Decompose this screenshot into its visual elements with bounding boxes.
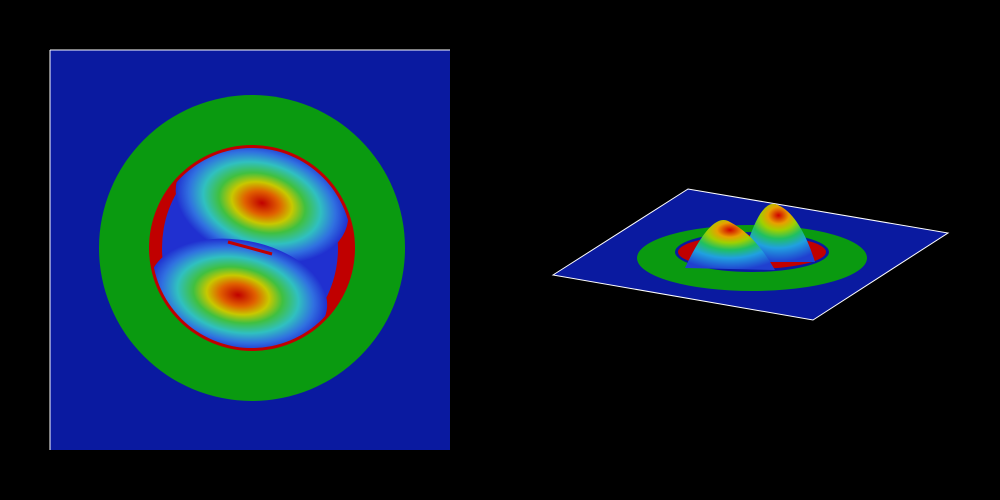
hump-front <box>685 219 775 270</box>
hump-back <box>742 203 815 262</box>
lobe-upper <box>175 148 349 264</box>
center-line <box>227 240 273 256</box>
lobes <box>152 148 349 348</box>
perspective-view <box>551 188 950 321</box>
lobe-lower <box>152 238 328 348</box>
top-view <box>49 49 450 450</box>
